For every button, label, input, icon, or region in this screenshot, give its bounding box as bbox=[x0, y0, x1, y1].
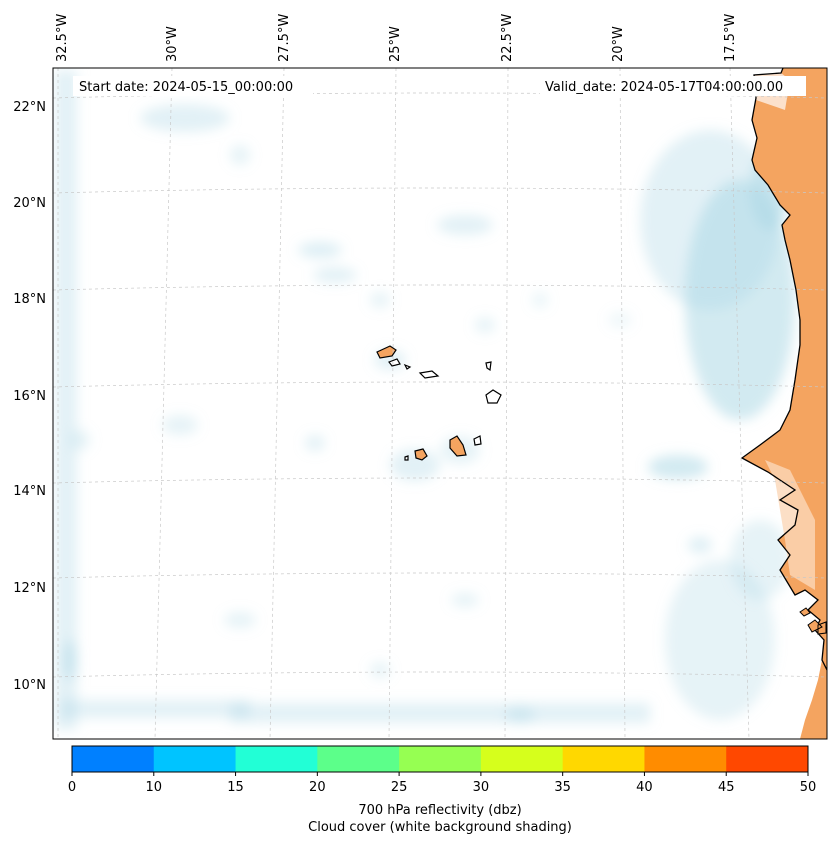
africa-coastline bbox=[740, 68, 827, 671]
colorbar-segment bbox=[726, 746, 809, 772]
lon-label-22-5w: 22.5°W bbox=[500, 14, 515, 62]
colorbar-segment bbox=[399, 746, 482, 772]
colorbar-segment bbox=[235, 746, 318, 772]
colorbar-segment bbox=[480, 746, 564, 772]
lat-label-10n: 10°N bbox=[13, 678, 46, 693]
colorbar-label-reflectivity: 700 hPa reflectivity (dbz) bbox=[358, 803, 521, 818]
colorbar-tick-label: 0 bbox=[68, 780, 76, 795]
valid-date-box bbox=[540, 76, 806, 96]
valid-date-label: Valid_date: 2024-05-17T04:00:00.00 bbox=[545, 80, 783, 95]
start-date-label: Start date: 2024-05-15_00:00:00 bbox=[79, 80, 293, 95]
colorbar-tick-label: 45 bbox=[718, 780, 735, 795]
colorbar-outline bbox=[71, 745, 809, 773]
lon-label-25w: 25°W bbox=[388, 26, 403, 62]
colorbar-tick-label: 25 bbox=[391, 780, 408, 795]
colorbar-tick-label: 50 bbox=[800, 780, 817, 795]
cape-verde-islands bbox=[376, 345, 502, 461]
colorbar-segment bbox=[562, 746, 645, 772]
colorbar-tick-label: 30 bbox=[473, 780, 490, 795]
lon-label-17-5w: 17.5°W bbox=[723, 14, 738, 62]
colorbar-segment bbox=[72, 746, 155, 772]
lat-label-16n: 16°N bbox=[13, 389, 46, 404]
colorbar-segment bbox=[644, 746, 727, 772]
colorbar-tick-label: 40 bbox=[636, 780, 653, 795]
colorbar-tick-label: 20 bbox=[309, 780, 326, 795]
colorbar-tick-label: 10 bbox=[146, 780, 163, 795]
lat-label-18n: 18°N bbox=[13, 292, 46, 307]
lon-label-32-5w: 32.5°W bbox=[55, 14, 70, 62]
colorbar-segment bbox=[317, 746, 400, 772]
colorbar-tick-label: 15 bbox=[227, 780, 244, 795]
latitude-labels: 22°N 20°N 18°N 16°N 14°N 12°N 10°N bbox=[13, 100, 46, 693]
senegal-lighter-zone bbox=[765, 460, 815, 590]
start-date-box bbox=[73, 76, 313, 96]
lat-label-22n: 22°N bbox=[13, 100, 46, 115]
longitude-labels: 32.5°W 30°W 27.5°W 25°W 22.5°W 20°W 17.5… bbox=[55, 14, 738, 62]
colorbar-tick-label: 35 bbox=[554, 780, 571, 795]
colorbar-label-cloud-cover: Cloud cover (white background shading) bbox=[308, 820, 572, 835]
lat-label-14n: 14°N bbox=[13, 484, 46, 499]
bissagos-islands bbox=[799, 607, 827, 635]
lon-label-20w: 20°W bbox=[611, 26, 626, 62]
lon-label-27-5w: 27.5°W bbox=[277, 14, 292, 62]
lat-label-12n: 12°N bbox=[13, 581, 46, 596]
map-frame bbox=[52, 67, 828, 740]
lat-label-20n: 20°N bbox=[13, 196, 46, 211]
lon-label-30w: 30°W bbox=[165, 26, 180, 62]
colorbar: 0 10 15 20 25 30 35 40 45 50 700 hPa reflectivity… bbox=[68, 745, 817, 835]
colorbar-segment bbox=[153, 746, 237, 772]
